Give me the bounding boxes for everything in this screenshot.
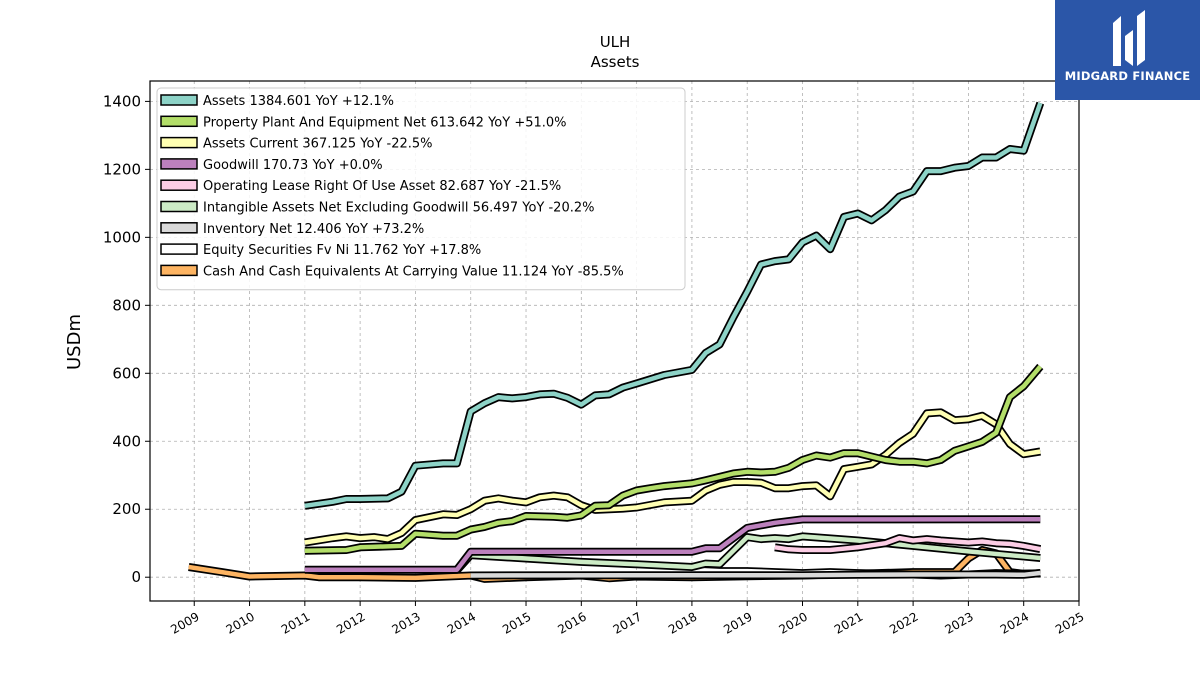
series-goodwill bbox=[304, 515, 1041, 574]
legend-swatch bbox=[160, 158, 198, 170]
x-tick-label: 2012 bbox=[334, 609, 367, 636]
x-tick-label: 2010 bbox=[224, 609, 257, 636]
legend-box bbox=[156, 87, 686, 291]
legend-item: Inventory Net 12.406 YoY +73.2% bbox=[160, 222, 424, 237]
x-tick-label: 2013 bbox=[389, 609, 422, 636]
logo-mark-icon bbox=[1113, 10, 1145, 66]
legend-swatch bbox=[160, 136, 198, 149]
series-inventory-net bbox=[470, 569, 1041, 580]
legend-item: Intangible Assets Net Excluding Goodwill… bbox=[160, 200, 594, 216]
x-tick-label: 2018 bbox=[666, 609, 699, 636]
legend-swatch bbox=[160, 94, 198, 106]
chart-subtitle: Assets bbox=[591, 53, 640, 71]
x-tick-label: 2022 bbox=[887, 609, 920, 636]
legend-item: Equity Securities Fv Ni 11.762 YoY +17.8… bbox=[160, 243, 481, 258]
y-axis-label: USDm bbox=[64, 314, 85, 370]
series-line bbox=[304, 410, 1041, 545]
legend-swatch bbox=[160, 200, 198, 213]
x-tick-label: 2020 bbox=[777, 609, 810, 636]
x-tick-label: 2024 bbox=[998, 609, 1031, 636]
legend-swatch bbox=[160, 179, 198, 191]
legend-item: Cash And Cash Equivalents At Carrying Va… bbox=[160, 264, 624, 279]
series-assets bbox=[304, 101, 1045, 510]
legend-label: Operating Lease Right Of Use Asset 82.68… bbox=[203, 179, 561, 194]
x-tick-label: 2009 bbox=[168, 609, 201, 636]
x-tick-label: 2019 bbox=[721, 609, 754, 636]
y-tick-label: 0 bbox=[131, 568, 141, 586]
midgard-finance-logo: MIDGARD FINANCE bbox=[1055, 0, 1200, 100]
legend-label: Assets Current 367.125 YoY -22.5% bbox=[203, 137, 433, 152]
legend-label: Intangible Assets Net Excluding Goodwill… bbox=[203, 201, 594, 216]
x-tick-label: 2011 bbox=[279, 609, 312, 636]
legend-item: Goodwill 170.73 YoY +0.0% bbox=[160, 158, 383, 173]
series-line bbox=[470, 570, 1041, 578]
legend-item: Assets Current 367.125 YoY -22.5% bbox=[160, 136, 433, 152]
y-tick-label: 600 bbox=[112, 364, 141, 382]
legend-label: Inventory Net 12.406 YoY +73.2% bbox=[203, 222, 424, 237]
legend-item: Assets 1384.601 YoY +12.1% bbox=[160, 94, 394, 109]
x-tick-label: 2023 bbox=[942, 609, 975, 636]
y-tick-label: 200 bbox=[112, 500, 141, 518]
legend-item: Operating Lease Right Of Use Asset 82.68… bbox=[160, 179, 561, 194]
legend: Assets 1384.601 YoY +12.1% Property Plant… bbox=[156, 87, 686, 291]
y-tick-label: 1000 bbox=[103, 228, 141, 246]
series-line bbox=[304, 102, 1043, 509]
legend-label: Goodwill 170.73 YoY +0.0% bbox=[203, 158, 383, 173]
series-line bbox=[774, 535, 1041, 553]
series-lines bbox=[188, 101, 1045, 583]
legend-label: Cash And Cash Equivalents At Carrying Va… bbox=[203, 264, 624, 279]
legend-swatch bbox=[160, 243, 198, 255]
series-operating-lease-right-of-use-asset bbox=[774, 534, 1042, 554]
x-tick-label: 2017 bbox=[611, 609, 644, 636]
legend-label: Equity Securities Fv Ni 11.762 YoY +17.8… bbox=[203, 243, 481, 258]
x-tick-label: 2016 bbox=[555, 609, 588, 636]
series-line bbox=[304, 516, 1041, 572]
chart-title: ULH bbox=[600, 33, 631, 51]
series-line bbox=[304, 365, 1043, 553]
legend-label: Property Plant And Equipment Net 613.642… bbox=[203, 115, 567, 130]
logo-text: MIDGARD FINANCE bbox=[1064, 69, 1191, 83]
x-tick-label: 2021 bbox=[832, 609, 865, 636]
series-property-plant-and-equipment-net bbox=[304, 363, 1044, 555]
y-tick-label: 1400 bbox=[103, 92, 141, 110]
y-tick-label: 1200 bbox=[103, 160, 141, 178]
plot-frame bbox=[149, 80, 1080, 602]
y-tick-label: 400 bbox=[112, 432, 141, 450]
x-tick-label: 2015 bbox=[500, 609, 533, 636]
x-tick-label: 2014 bbox=[445, 609, 478, 636]
legend-swatch bbox=[160, 222, 198, 234]
legend-item: Property Plant And Equipment Net 613.642… bbox=[160, 115, 567, 130]
x-tick-label: 2025 bbox=[1053, 609, 1086, 636]
series-assets-current bbox=[304, 408, 1041, 547]
y-tick-label: 800 bbox=[112, 296, 141, 314]
legend-label: Assets 1384.601 YoY +12.1% bbox=[203, 94, 394, 109]
legend-swatch bbox=[160, 115, 198, 128]
legend-swatch bbox=[160, 264, 198, 277]
